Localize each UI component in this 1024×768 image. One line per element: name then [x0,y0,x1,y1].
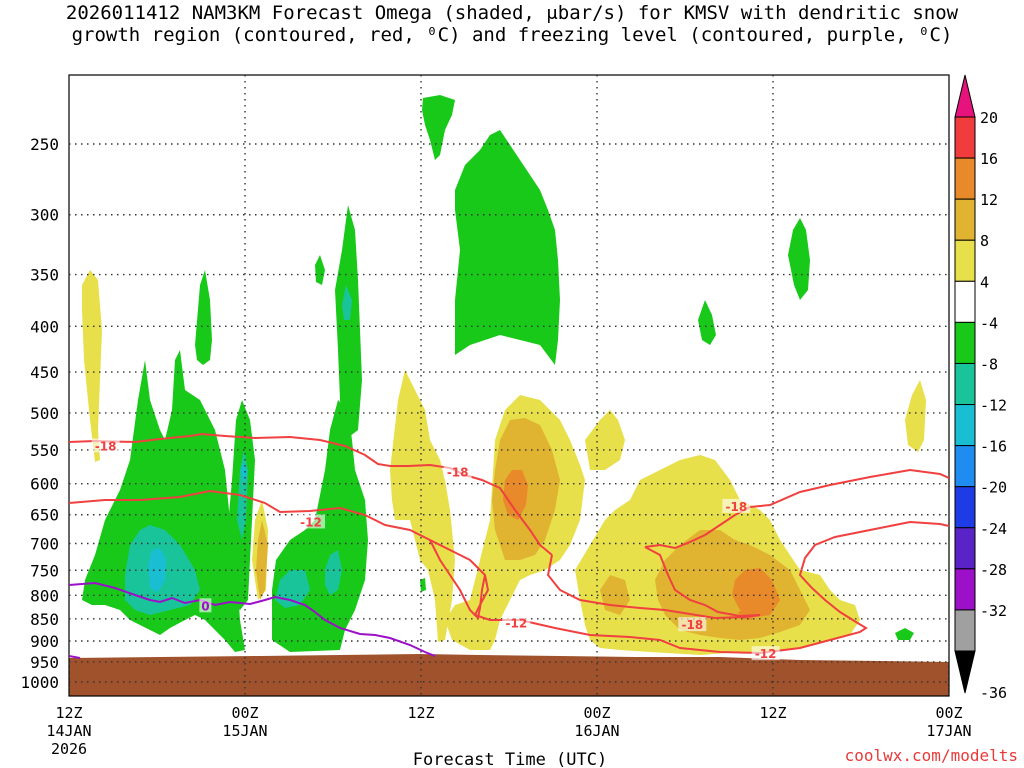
x-tick-year: 2026 [51,740,87,758]
colorbar: 20 16 12 8 4 -4 -8 -12 -16 -20 -24 -28 -32 -36 [954,74,1007,702]
colorbar-band [954,362,976,406]
colorbar-label: 20 [980,109,998,127]
chart-title: 2026011412 NAM3KM Forecast Omega (shaded… [0,2,1024,46]
omega-neg12-neg16-region [148,462,247,592]
x-tick-label: 00Z [231,704,258,722]
contour-minus18-inner [644,546,761,618]
colorbar-label: -8 [980,355,998,373]
freezing-level-stub [69,655,81,659]
x-tick-label: 12Z [759,704,786,722]
y-tick-label: 1000 [20,673,59,692]
y-tick-label: 800 [30,586,59,605]
y-tick-label: 900 [30,632,59,651]
colorbar-label: -28 [980,561,1007,579]
contour-label-bg [443,464,472,479]
x-tick-label: 12Z [407,704,434,722]
y-tick-label: 450 [30,363,59,382]
contour-label-bg [502,615,531,630]
contour-minus18-lower [546,554,761,620]
y-tick-label: 300 [30,206,59,225]
colorbar-band [954,198,976,241]
contour-labels: -18 -12 -18 -12 -18 -18 -12 0 [91,438,780,661]
contour-label-bg [751,646,780,661]
contour-label-bg [91,438,120,453]
colorbar-label: -4 [980,314,998,332]
colorbar-label: -36 [980,684,1007,702]
y-tick-label: 650 [30,506,59,525]
colorbar-label: -24 [980,520,1007,538]
contour-label: -12 [300,515,322,529]
contour-label: -18 [725,500,747,514]
contour-freezing-level [69,581,436,657]
plot-frame [68,74,950,697]
contour-minus12-left [69,489,520,621]
colorbar-label: -20 [980,479,1007,497]
x-tick-label: 12Z [55,704,82,722]
contour-minus12-bottom [519,520,949,655]
contour-label-bg [199,598,212,613]
colorbar-band [954,568,976,611]
x-tick-date: 14JAN [46,722,91,740]
terrain-ground [69,654,949,696]
colorbar-band [954,157,976,200]
x-tick-date: 15JAN [222,722,267,740]
colorbar-band [954,321,976,364]
colorbar-band [954,404,976,447]
colorbar-band [954,609,976,652]
colorbar-band [954,116,976,159]
contour-minus12-lower [429,539,486,621]
colorbar-label: -32 [980,602,1007,620]
colorbar-band [954,486,976,529]
contour-label-bg [678,617,707,632]
y-tick-label: 400 [30,317,59,336]
y-tick-label: 600 [30,475,59,494]
y-tick-label: 700 [30,534,59,553]
colorbar-bottom-cap [954,650,976,694]
contour-label: -18 [681,618,703,632]
colorbar-top-cap [954,74,976,118]
contour-label: -18 [95,439,117,453]
colorbar-label: 12 [980,191,998,209]
colorbar-band [954,239,976,282]
colorbar-label: -16 [980,438,1007,456]
omega-12-16-region [503,470,780,620]
credit-link[interactable]: coolwx.com/modelts [845,746,1018,765]
x-tick-label: 00Z [935,704,962,722]
omega-shading [69,95,949,696]
title-line-1: 2026011412 NAM3KM Forecast Omega (shaded… [65,2,959,24]
x-axis-label: Forecast Time (UTC) [413,750,607,768]
colorbar-label: 4 [980,273,989,291]
contour-label-bg [297,514,325,529]
contour-label: -12 [755,647,777,661]
y-tick-label: 850 [30,610,59,629]
x-tick-date: 17JAN [926,722,971,740]
y-tick-label: 550 [30,441,59,460]
colorbar-band [954,445,976,488]
title-line-2: growth region (contoured, red, ⁰C) and f… [71,24,953,46]
contour-label: 0 [201,599,209,613]
y-tick-label: 500 [30,404,59,423]
x-tick-date: 16JAN [574,722,619,740]
colorbar-label: -12 [980,397,1007,415]
contour-label: -18 [447,466,469,480]
colorbar-band [954,527,976,570]
contours [69,432,949,659]
y-tick-label: 350 [30,266,59,285]
colorbar-label: 16 [980,150,998,168]
y-tick-label: 950 [30,653,59,672]
colorbar-label: 8 [980,232,989,250]
colorbar-band [954,280,976,323]
x-tick-label: 00Z [583,704,610,722]
contour-minus18-left [69,432,553,556]
contour-label: -12 [505,616,527,630]
contour-label-bg [722,498,751,513]
y-axis-ticks: 250 300 350 400 450 500 550 600 650 700 750 800 850 9… [20,135,59,692]
y-tick-label: 250 [30,135,59,154]
y-tick-label: 750 [30,561,59,580]
